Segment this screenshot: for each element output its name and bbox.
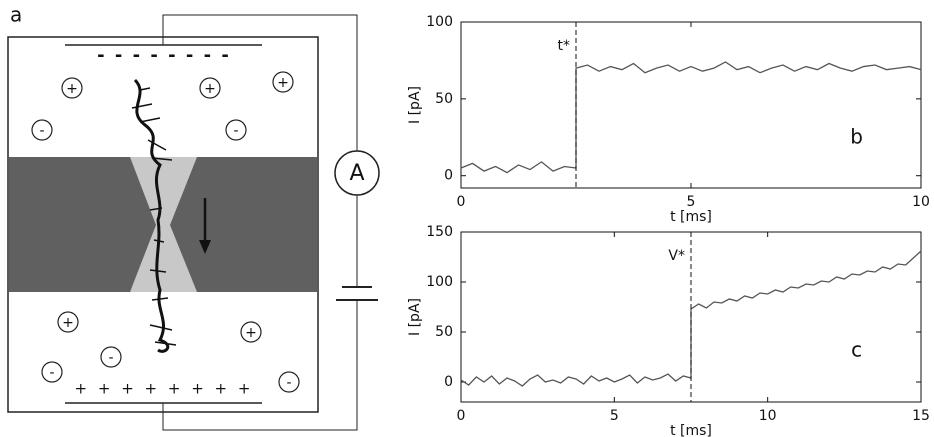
x-tick-label: 5 bbox=[687, 194, 696, 210]
ion: - bbox=[225, 119, 247, 141]
charges: + + + + + + + + bbox=[75, 380, 254, 398]
ion-sign: + bbox=[204, 81, 216, 97]
ion-sign: - bbox=[108, 350, 113, 366]
plot-frame bbox=[460, 21, 922, 189]
ion-sign: + bbox=[277, 75, 289, 91]
x-tick-label: 5 bbox=[610, 408, 619, 424]
ion: + bbox=[272, 71, 294, 93]
x-tick-label: 15 bbox=[912, 408, 930, 424]
trace bbox=[460, 250, 922, 387]
y-tick-label: 0 bbox=[444, 168, 453, 184]
ammeter-label: A bbox=[349, 161, 364, 186]
y-tick-label: 0 bbox=[444, 374, 453, 390]
y-tick-label: 150 bbox=[426, 224, 453, 240]
ion: - bbox=[31, 119, 53, 141]
x-tick-label: 10 bbox=[912, 194, 930, 210]
x-tick-label: 10 bbox=[759, 408, 777, 424]
ion: - bbox=[278, 371, 300, 393]
ion-sign: - bbox=[233, 123, 238, 139]
x-axis-label: t [ms] bbox=[670, 209, 712, 225]
y-tick-label: 50 bbox=[435, 91, 453, 107]
ion: - bbox=[100, 346, 122, 368]
ammeter bbox=[334, 150, 380, 196]
arrow-head bbox=[199, 240, 211, 254]
dna-bases bbox=[131, 87, 177, 346]
event-label: V* bbox=[668, 248, 685, 264]
ion-sign: - bbox=[286, 375, 291, 391]
panel-a: a - - - - - - - - + + + + + + + + A + + … bbox=[7, 3, 380, 431]
trace bbox=[460, 61, 922, 174]
x-tick-label: 0 bbox=[457, 408, 466, 424]
y-axis-label: I [pA] bbox=[407, 298, 423, 336]
wire bbox=[162, 300, 358, 431]
ion: + bbox=[57, 311, 79, 333]
ion-sign: + bbox=[62, 315, 74, 331]
panel-label: b bbox=[850, 125, 863, 149]
dna bbox=[133, 78, 170, 353]
ion: + bbox=[61, 77, 83, 99]
y-tick-label: 100 bbox=[426, 14, 453, 30]
pore bbox=[130, 157, 197, 292]
ion: + bbox=[199, 77, 221, 99]
y-tick-label: 100 bbox=[426, 274, 453, 290]
ion: + bbox=[240, 321, 262, 343]
ion-sign: - bbox=[39, 123, 44, 139]
ion: - bbox=[41, 361, 63, 383]
event-label: t* bbox=[558, 38, 571, 54]
panel-label: a bbox=[10, 3, 22, 27]
y-axis-label: I [pA] bbox=[407, 86, 423, 124]
charges: - - - - - - - - bbox=[97, 45, 231, 66]
wire bbox=[162, 14, 358, 151]
ion-sign: + bbox=[245, 325, 257, 341]
x-axis-label: t [ms] bbox=[670, 423, 712, 437]
y-tick-label: 50 bbox=[435, 324, 453, 340]
panel-label: c bbox=[851, 338, 862, 362]
x-tick-label: 0 bbox=[457, 194, 466, 210]
ion-sign: + bbox=[66, 81, 78, 97]
ion-sign: - bbox=[49, 365, 54, 381]
